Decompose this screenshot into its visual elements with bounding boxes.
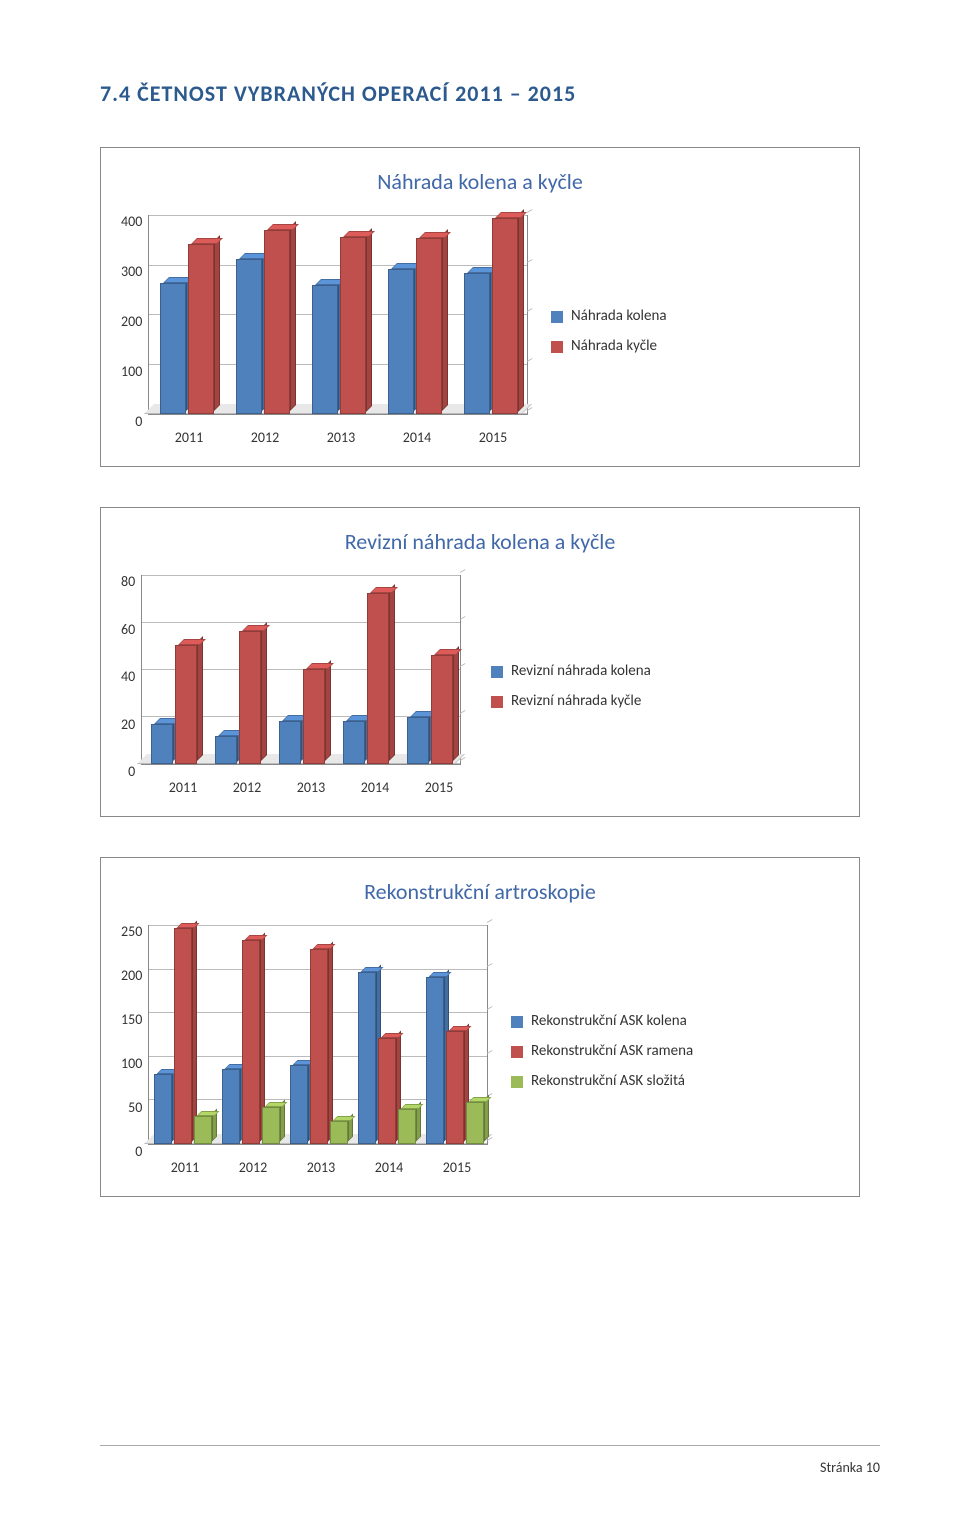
legend-swatch (491, 696, 503, 708)
legend-item: Rekonstrukční ASK kolena (511, 1012, 839, 1030)
legend-label: Rekonstrukční ASK ramena (531, 1042, 693, 1060)
x-tick: 2015 (423, 1159, 491, 1176)
bar (174, 928, 192, 1144)
chart-2-legend: Revizní náhrada kolena Revizní náhrada ky… (491, 575, 839, 796)
x-tick: 2014 (379, 429, 455, 446)
legend-swatch (511, 1016, 523, 1028)
bar (466, 1102, 484, 1144)
bar (160, 283, 186, 414)
page-title: 7.4 ČETNOST VYBRANÝCH OPERACÍ 2011 – 201… (100, 80, 880, 107)
legend-item: Revizní náhrada kolena (491, 662, 839, 680)
legend-swatch (511, 1076, 523, 1088)
x-tick: 2012 (215, 779, 279, 796)
chart-3-plot: 05010015020025020112012201320142015 (121, 925, 491, 1176)
legend-label: Náhrada kyčle (571, 337, 657, 355)
legend-label: Revizní náhrada kolena (511, 662, 651, 680)
legend-label: Rekonstrukční ASK složitá (531, 1072, 685, 1090)
legend-label: Rekonstrukční ASK kolena (531, 1012, 687, 1030)
bar (239, 631, 261, 764)
chart-3-legend: Rekonstrukční ASK kolena Rekonstrukční AS… (511, 925, 839, 1176)
bar (367, 593, 389, 764)
bar (330, 1121, 348, 1144)
bar (242, 940, 260, 1144)
x-tick: 2011 (151, 429, 227, 446)
bar (151, 724, 173, 764)
x-tick: 2014 (343, 779, 407, 796)
bar (215, 736, 237, 765)
bar (194, 1116, 212, 1144)
x-tick: 2015 (407, 779, 471, 796)
bar (378, 1038, 396, 1144)
bar (279, 721, 301, 764)
x-tick: 2014 (355, 1159, 423, 1176)
x-tick: 2013 (279, 779, 343, 796)
bar (188, 244, 214, 414)
bar (340, 237, 366, 415)
x-tick: 2011 (151, 1159, 219, 1176)
bar (492, 218, 518, 415)
legend-item: Rekonstrukční ASK ramena (511, 1042, 839, 1060)
x-tick: 2015 (455, 429, 531, 446)
legend-swatch (551, 311, 563, 323)
bar (431, 655, 453, 764)
bar (398, 1109, 416, 1144)
x-tick: 2013 (303, 429, 379, 446)
bar (154, 1074, 172, 1144)
bar (262, 1107, 280, 1144)
bar (264, 230, 290, 414)
bar (416, 238, 442, 414)
bar (175, 645, 197, 764)
page-number-label: Stránka (820, 1459, 866, 1476)
bar (426, 977, 444, 1144)
bar (236, 259, 262, 414)
bar (446, 1031, 464, 1144)
x-tick: 2011 (151, 779, 215, 796)
chart-1-plot: 010020030040020112012201320142015 (121, 215, 531, 446)
bar (312, 285, 338, 414)
footer-rule (100, 1445, 880, 1446)
legend-swatch (551, 341, 563, 353)
chart-2-frame: Revizní náhrada kolena a kyčle 020406080… (100, 507, 860, 817)
legend-swatch (491, 666, 503, 678)
bar (222, 1069, 240, 1144)
page-number: Stránka 10 (820, 1459, 880, 1476)
page-number-value: 10 (866, 1459, 880, 1476)
bar (388, 269, 414, 414)
legend-label: Náhrada kolena (571, 307, 667, 325)
chart-1-title: Náhrada kolena a kyčle (121, 168, 839, 195)
bar (407, 717, 429, 765)
bar (464, 273, 490, 414)
bar (343, 721, 365, 764)
bar (310, 949, 328, 1144)
legend-item: Náhrada kolena (551, 307, 839, 325)
chart-1-legend: Náhrada kolena Náhrada kyčle (551, 215, 839, 446)
legend-item: Rekonstrukční ASK složitá (511, 1072, 839, 1090)
legend-item: Revizní náhrada kyčle (491, 692, 839, 710)
x-tick: 2012 (227, 429, 303, 446)
legend-label: Revizní náhrada kyčle (511, 692, 641, 710)
chart-3-frame: Rekonstrukční artroskopie 05010015020025… (100, 857, 860, 1197)
chart-3-title: Rekonstrukční artroskopie (121, 878, 839, 905)
chart-2-title: Revizní náhrada kolena a kyčle (121, 528, 839, 555)
legend-swatch (511, 1046, 523, 1058)
x-tick: 2012 (219, 1159, 287, 1176)
chart-2-plot: 02040608020112012201320142015 (121, 575, 471, 796)
chart-1-frame: Náhrada kolena a kyčle 01002003004002011… (100, 147, 860, 467)
bar (290, 1065, 308, 1144)
document-page: 7.4 ČETNOST VYBRANÝCH OPERACÍ 2011 – 201… (0, 0, 960, 1536)
legend-item: Náhrada kyčle (551, 337, 839, 355)
bar (358, 972, 376, 1144)
bar (303, 669, 325, 764)
x-tick: 2013 (287, 1159, 355, 1176)
